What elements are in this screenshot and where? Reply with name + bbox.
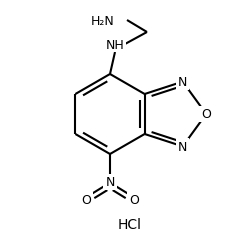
Text: H₂N: H₂N: [91, 14, 115, 27]
Text: O: O: [201, 108, 211, 121]
Text: O: O: [81, 194, 91, 207]
Text: O: O: [129, 194, 139, 207]
Text: N: N: [105, 176, 115, 189]
Text: N: N: [178, 140, 187, 153]
Text: N: N: [178, 76, 187, 89]
Text: HCl: HCl: [118, 217, 142, 231]
Text: NH: NH: [106, 38, 124, 51]
